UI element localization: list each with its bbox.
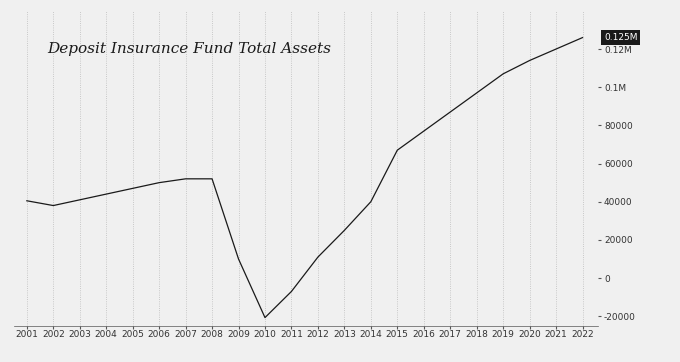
Text: 0.125M: 0.125M	[604, 33, 637, 42]
Text: Deposit Insurance Fund Total Assets: Deposit Insurance Fund Total Assets	[47, 42, 331, 56]
